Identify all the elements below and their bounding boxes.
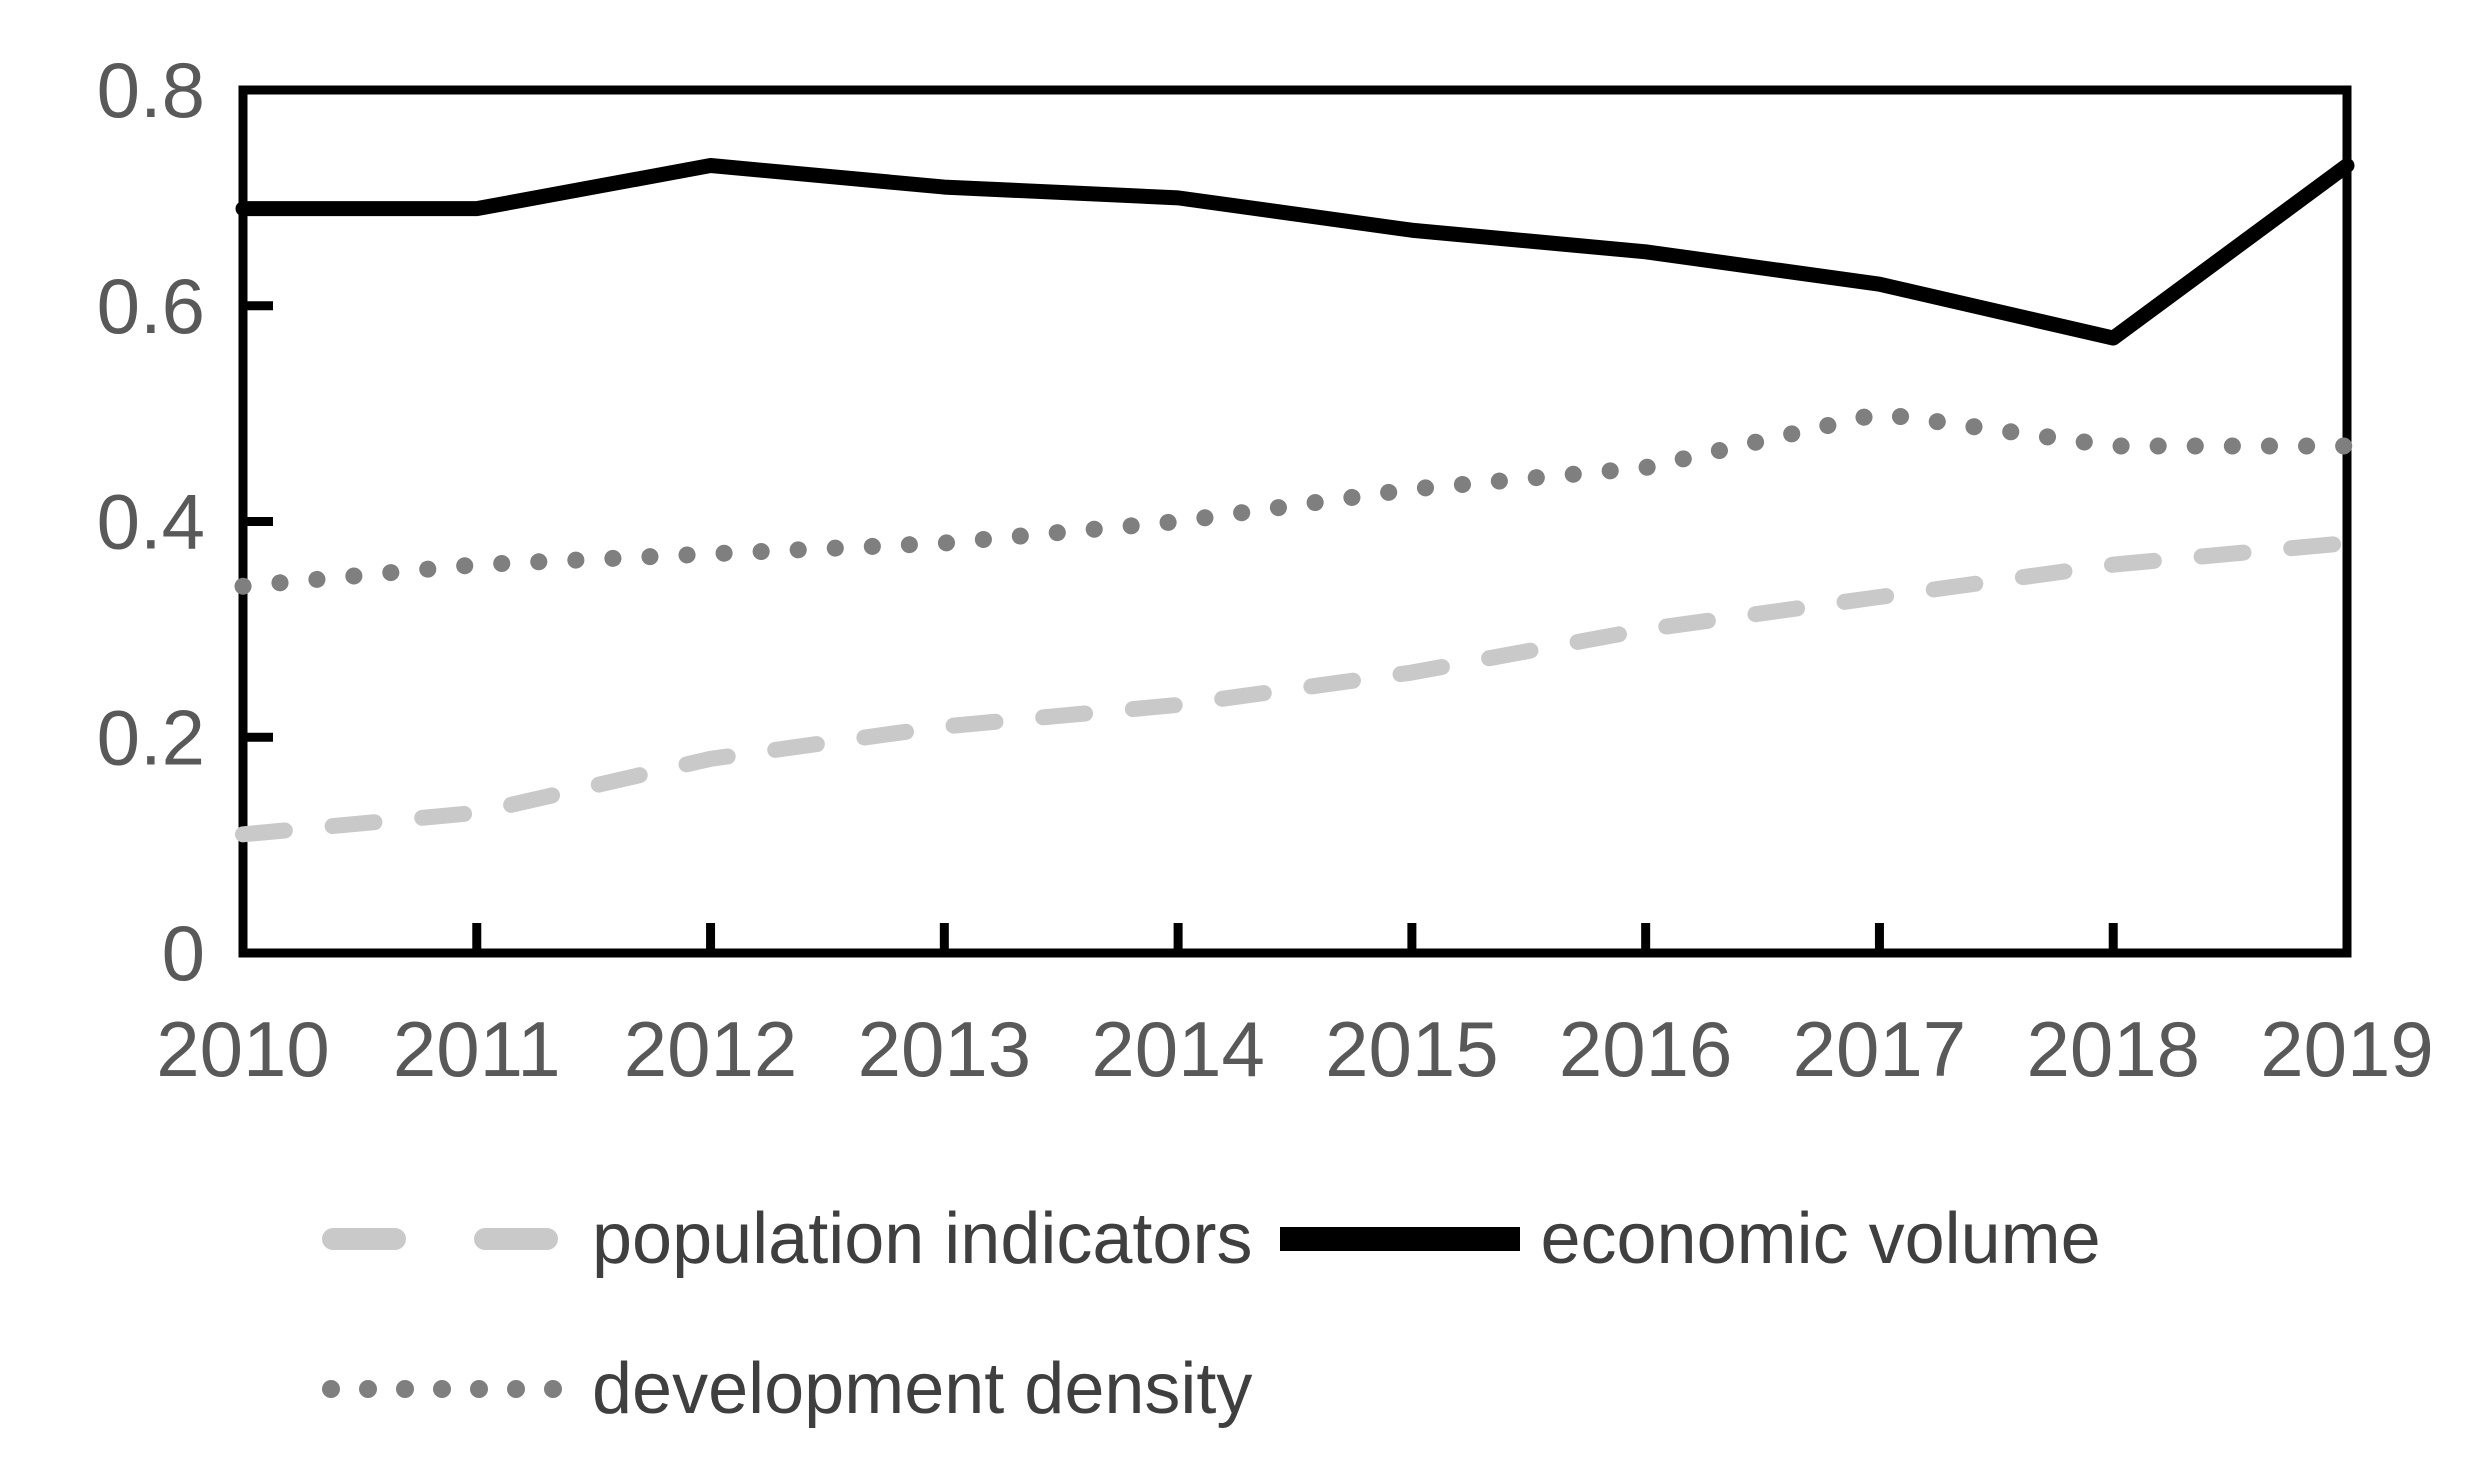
series-line-development-density	[234, 405, 2356, 595]
x-axis-label: 2013	[858, 1005, 1032, 1093]
x-axis-label: 2010	[156, 1005, 330, 1093]
plot-border	[238, 85, 2352, 958]
y-axis-label: 0.6	[97, 262, 205, 350]
legend-label-development-density: development density	[592, 1349, 1253, 1429]
legend-marker-dashed-line	[322, 1228, 558, 1250]
y-axis-label: 0	[162, 909, 205, 997]
legend-row-2: development density	[322, 1333, 2101, 1445]
series-line-population-indicators	[235, 535, 2355, 843]
x-axis-label: 2012	[624, 1005, 798, 1093]
x-axis-label: 2018	[2026, 1005, 2200, 1093]
x-axis-label: 2019	[2260, 1005, 2434, 1093]
chart-legend: population indicators economic volume de…	[322, 1183, 2101, 1445]
x-axis-label: 2011	[393, 1005, 561, 1093]
series-line-economic-volume	[235, 158, 2355, 346]
y-axis-label: 0.2	[97, 693, 205, 781]
x-axis-label: 2017	[1793, 1005, 1967, 1093]
x-axis-label: 2015	[1325, 1005, 1499, 1093]
legend-row-1: population indicators economic volume	[322, 1183, 2101, 1295]
x-axis-label: 2014	[1091, 1005, 1265, 1093]
legend-label-economic-volume: economic volume	[1540, 1199, 2101, 1279]
x-axis-label: 2016	[1559, 1005, 1733, 1093]
legend-marker-dotted-line	[322, 1380, 562, 1398]
y-axis-label: 0.8	[97, 46, 205, 134]
legend-label-population-indicators: population indicators	[592, 1199, 1253, 1279]
legend-marker-solid-line	[1280, 1227, 1521, 1251]
y-axis-label: 0.4	[97, 478, 205, 566]
